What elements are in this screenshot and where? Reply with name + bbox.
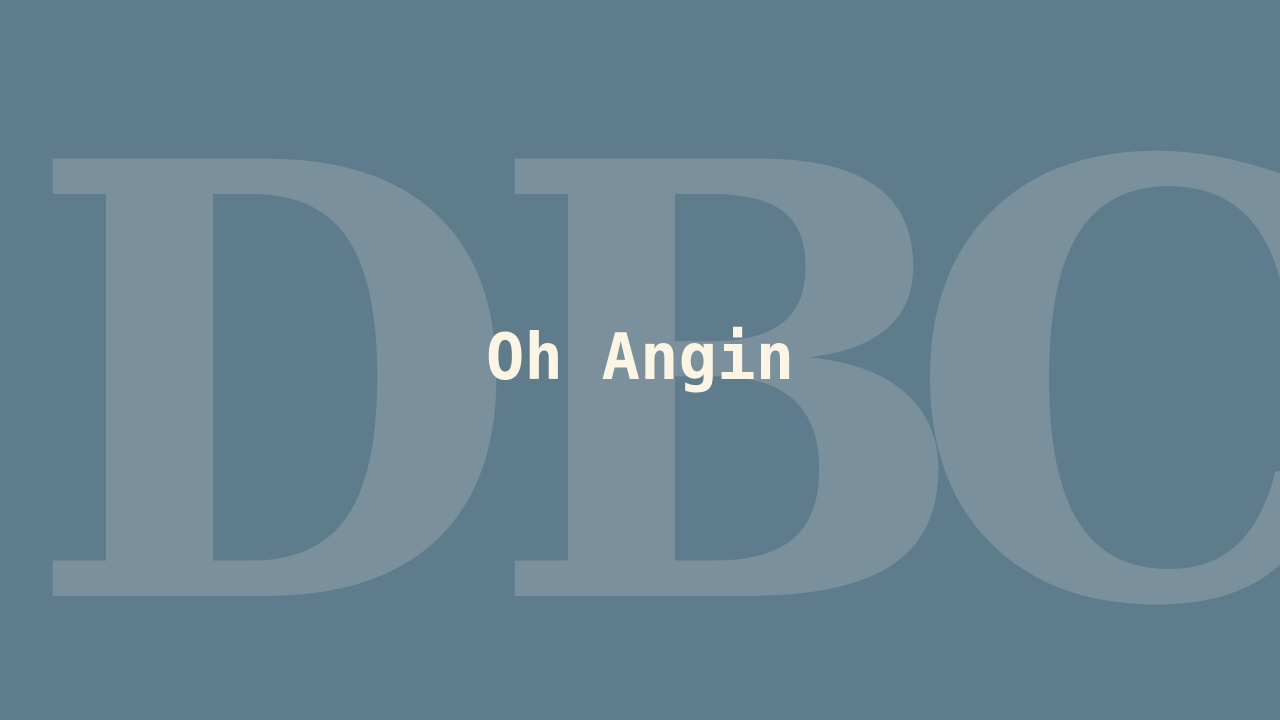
page-title: Oh Angin <box>485 321 795 395</box>
backdrop-letter-b: B <box>488 33 970 720</box>
backdrop-letter-c: C <box>906 86 1280 686</box>
backdrop-letter-d: D <box>26 33 521 720</box>
